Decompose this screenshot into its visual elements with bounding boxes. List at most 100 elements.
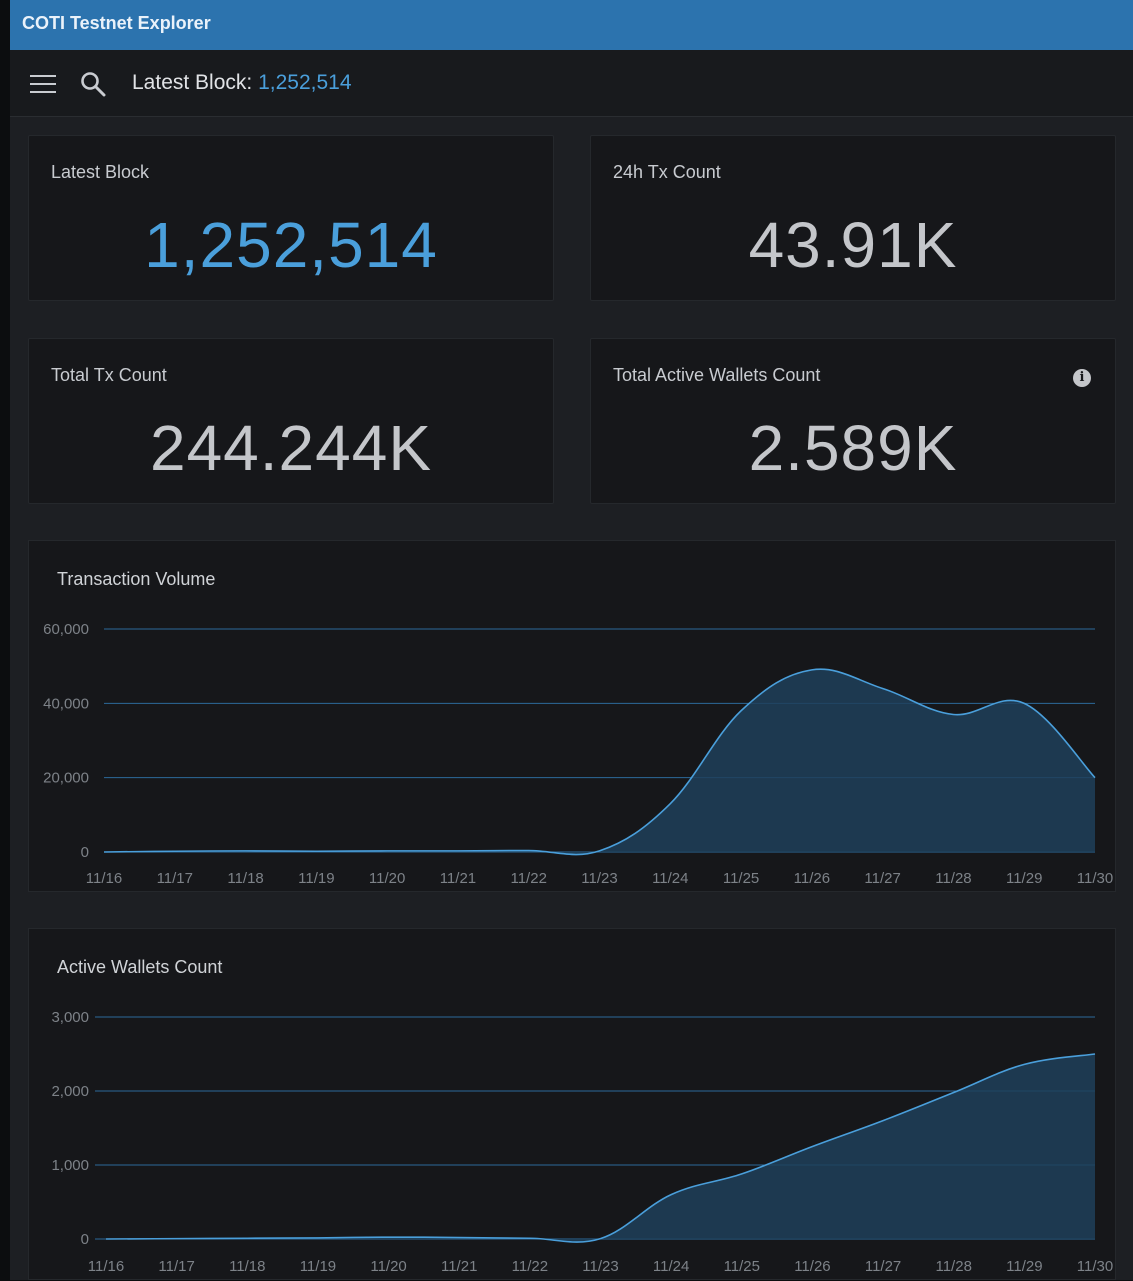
- data-point[interactable]: [1018, 697, 1030, 709]
- data-point[interactable]: [452, 845, 464, 857]
- active-wallets-card: Total Active Wallets Count i 2.589K: [590, 338, 1116, 504]
- x-tick-label: 11/21: [440, 870, 476, 887]
- latest-block-title: Latest Block: [51, 162, 150, 182]
- x-tick-label: 11/22: [510, 870, 546, 887]
- active-wallets-value: 2.589K: [748, 412, 958, 484]
- toolbar: Latest Block: 1,252,514: [10, 50, 1133, 117]
- tx-24h-value: 43.91K: [748, 209, 958, 281]
- data-point[interactable]: [169, 845, 181, 857]
- data-point[interactable]: [1018, 1058, 1030, 1070]
- x-tick-label: 11/21: [441, 1258, 477, 1275]
- y-tick-label: 0: [81, 1231, 89, 1248]
- x-tick-label: 11/17: [158, 1258, 194, 1275]
- data-point[interactable]: [806, 664, 818, 676]
- data-point[interactable]: [595, 1233, 607, 1245]
- x-tick-label: 11/20: [369, 870, 405, 887]
- y-tick-label: 20,000: [43, 770, 89, 787]
- total-tx-title: Total Tx Count: [51, 365, 167, 385]
- y-tick-label: 1,000: [51, 1157, 89, 1174]
- hamburger-menu-icon[interactable]: [30, 75, 56, 93]
- app-window: COTI Testnet Explorer Latest Block: 1,25…: [10, 0, 1133, 1280]
- x-tick-label: 11/29: [1006, 870, 1042, 887]
- data-point[interactable]: [1089, 1048, 1101, 1060]
- x-tick-label: 11/23: [581, 870, 617, 887]
- toolbar-latest-block: Latest Block: 1,252,514: [132, 71, 352, 95]
- latest-block-value: 1,252,514: [144, 209, 438, 281]
- data-point[interactable]: [524, 1232, 536, 1244]
- data-point[interactable]: [948, 1086, 960, 1098]
- transaction-volume-chart: 0 20,000 40,000 60,000 11/16 11/17 11/18 11/19 1…: [43, 621, 1113, 887]
- tx-24h-title: 24h Tx Count: [613, 162, 721, 182]
- data-point[interactable]: [312, 1232, 324, 1244]
- data-point[interactable]: [735, 705, 747, 717]
- area-fill: [106, 1054, 1095, 1243]
- data-point[interactable]: [877, 1115, 889, 1127]
- active-wallets-title: Total Active Wallets Count: [613, 365, 821, 385]
- x-tick-label: 11/22: [512, 1258, 548, 1275]
- active-wallets-chart-card: Active Wallets Count 0 1,000 2,000 3,000 11/…: [28, 928, 1116, 1280]
- data-point[interactable]: [594, 845, 606, 857]
- x-tick-label: 11/27: [865, 1258, 901, 1275]
- x-tick-label: 11/28: [935, 870, 971, 887]
- tx-24h-card: 24h Tx Count 43.91K: [590, 135, 1116, 301]
- transaction-volume-chart-title: Transaction Volume: [57, 569, 216, 589]
- data-point[interactable]: [736, 1168, 748, 1180]
- x-tick-label: 11/20: [370, 1258, 406, 1275]
- x-tick-label: 11/30: [1077, 1258, 1113, 1275]
- data-point[interactable]: [381, 845, 393, 857]
- info-icon[interactable]: i: [1073, 369, 1091, 387]
- x-tick-label: 11/29: [1006, 1258, 1042, 1275]
- data-point[interactable]: [310, 845, 322, 857]
- x-tick-label: 11/23: [582, 1258, 618, 1275]
- total-tx-card: Total Tx Count 244.244K: [28, 338, 554, 504]
- data-point[interactable]: [806, 1141, 818, 1153]
- x-tick-label: 11/24: [652, 870, 688, 887]
- data-point[interactable]: [665, 1189, 677, 1201]
- y-tick-label: 2,000: [51, 1083, 89, 1100]
- x-tick-label: 11/17: [157, 870, 193, 887]
- window-title-bar: COTI Testnet Explorer: [10, 0, 1133, 50]
- x-tick-label: 11/16: [88, 1258, 124, 1275]
- data-point[interactable]: [947, 708, 959, 720]
- data-point[interactable]: [453, 1232, 465, 1244]
- x-tick-label: 11/30: [1077, 870, 1113, 887]
- y-tick-label: 60,000: [43, 621, 89, 638]
- active-wallets-chart: 0 1,000 2,000 3,000 11/16 11/17 11/18 11/19 11/2…: [51, 1009, 1113, 1275]
- x-tick-label: 11/18: [229, 1258, 265, 1275]
- data-point[interactable]: [664, 798, 676, 810]
- app-title: COTI Testnet Explorer: [22, 13, 211, 33]
- data-point[interactable]: [1089, 772, 1101, 784]
- data-point[interactable]: [241, 1232, 253, 1244]
- data-point[interactable]: [240, 845, 252, 857]
- x-tick-label: 11/19: [300, 1258, 336, 1275]
- y-tick-label: 0: [81, 844, 89, 861]
- data-point[interactable]: [877, 682, 889, 694]
- series-line: [103, 668, 1096, 856]
- x-tick-label: 11/25: [724, 1258, 760, 1275]
- x-tick-label: 11/18: [227, 870, 263, 887]
- data-point[interactable]: [523, 845, 535, 857]
- toolbar-latest-block-value: 1,252,514: [258, 71, 352, 94]
- search-icon[interactable]: [80, 71, 106, 97]
- data-point[interactable]: [100, 1233, 112, 1245]
- total-tx-value: 244.244K: [149, 412, 433, 484]
- x-tick-label: 11/27: [864, 870, 900, 887]
- toolbar-latest-block-label: Latest Block:: [132, 71, 253, 94]
- x-tick-label: 11/26: [794, 870, 830, 887]
- latest-block-card: Latest Block 1,252,514: [28, 135, 554, 301]
- data-point[interactable]: [383, 1231, 395, 1243]
- y-tick-label: 40,000: [43, 695, 89, 712]
- data-point[interactable]: [98, 846, 110, 858]
- x-tick-label: 11/16: [86, 870, 122, 887]
- y-tick-label: 3,000: [51, 1009, 89, 1026]
- data-point[interactable]: [171, 1233, 183, 1245]
- x-tick-label: 11/28: [935, 1258, 971, 1275]
- x-tick-label: 11/24: [653, 1258, 689, 1275]
- series-line: [105, 1053, 1096, 1243]
- active-wallets-chart-title: Active Wallets Count: [57, 957, 223, 977]
- x-tick-label: 11/19: [298, 870, 334, 887]
- x-tick-label: 11/25: [723, 870, 759, 887]
- x-tick-label: 11/26: [794, 1258, 830, 1275]
- area-fill: [104, 669, 1095, 855]
- transaction-volume-chart-card: Transaction Volume 0 20,000 40,000 60,000 11…: [28, 540, 1116, 892]
